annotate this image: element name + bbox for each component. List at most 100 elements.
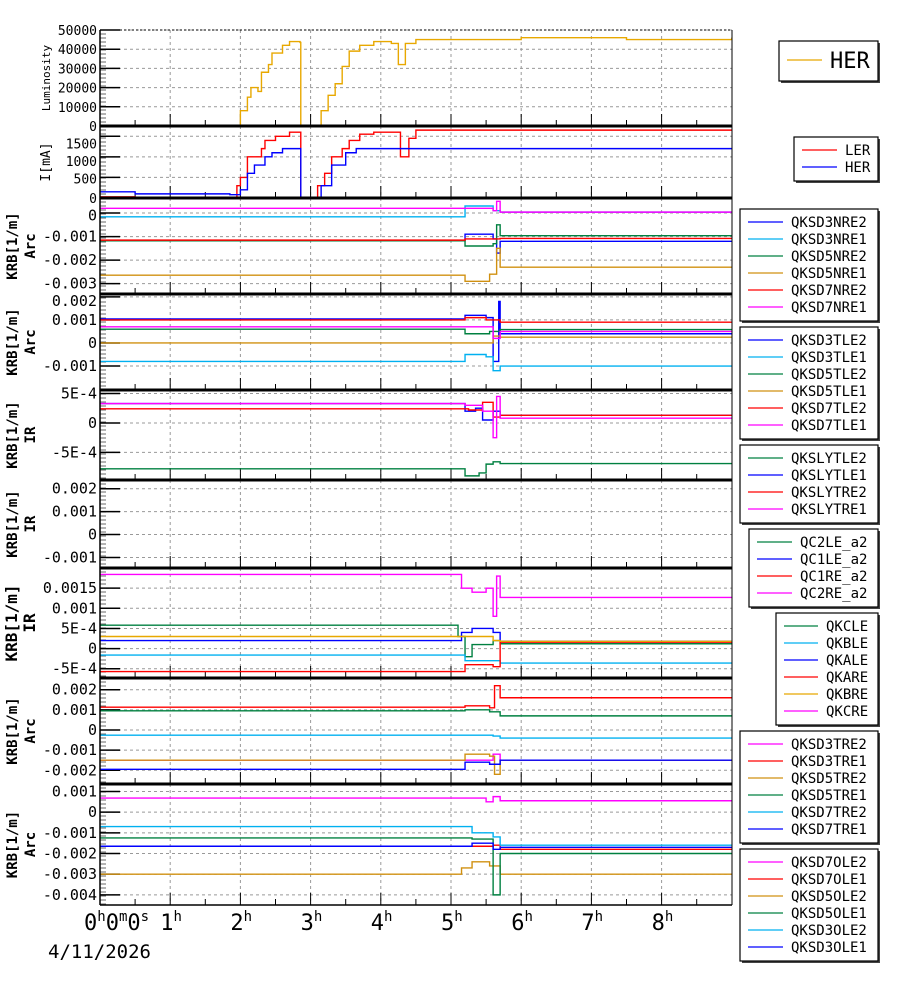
y-axis-label: KRB[1/m] bbox=[5, 308, 21, 375]
series-line-ler bbox=[100, 129, 732, 198]
legend-box bbox=[739, 326, 879, 440]
y-tick-label: 10000 bbox=[58, 101, 97, 116]
series-line-qkslytle2 bbox=[100, 461, 732, 477]
series-line-qksd5tle1 bbox=[100, 335, 732, 344]
x-tick-part: 3 bbox=[301, 911, 314, 936]
series-line-qksd3tre2 bbox=[100, 753, 732, 761]
series-line-qkslytre1 bbox=[100, 395, 732, 439]
legend-label: QC2LE_a2 bbox=[800, 535, 867, 551]
series-line-qkare bbox=[100, 641, 732, 673]
series-line-qksd5tre2 bbox=[100, 753, 732, 776]
x-tick-part: s bbox=[141, 909, 149, 925]
y-tick-label: 0 bbox=[88, 803, 97, 821]
panel-6: 0.002 0.001 0 -0.001 KRB[1/m] IR bbox=[5, 478, 733, 568]
legend-label: QKCRE bbox=[826, 704, 868, 720]
x-tick-part: h bbox=[314, 909, 322, 925]
legend-label: QKSD7NRE2 bbox=[791, 283, 867, 299]
legend-label: QKSD7NRE1 bbox=[791, 300, 867, 316]
y-tick-label: 0.0015 bbox=[43, 579, 97, 597]
y-tick-label: -5E-4 bbox=[52, 443, 97, 461]
legend-label: QKSLYTLE2 bbox=[791, 451, 867, 467]
series-line-qksd7tle1 bbox=[100, 326, 732, 340]
x-tick-label: 5h bbox=[441, 909, 463, 936]
y-axis-label: I[mA] bbox=[39, 142, 54, 181]
legend-label: QKSD3OLE1 bbox=[791, 940, 867, 956]
y-tick-label: -0.001 bbox=[43, 228, 97, 246]
y-tick-label: 5E-4 bbox=[61, 385, 97, 403]
x-tick-part: h bbox=[97, 909, 105, 925]
y-axis-label: KRB[1/m] bbox=[5, 490, 21, 557]
y-tick-label: -0.001 bbox=[43, 824, 97, 842]
y-axis-label: Arc bbox=[23, 832, 39, 857]
y-tick-label: 0 bbox=[88, 526, 97, 544]
series-line-qksd7ole2 bbox=[100, 795, 732, 803]
x-tick-part: h bbox=[384, 909, 392, 925]
series-line-qkale bbox=[100, 627, 732, 643]
legend-label: HER bbox=[830, 49, 870, 74]
x-tick-part: 7 bbox=[581, 911, 594, 936]
legend-label: HER bbox=[845, 160, 871, 176]
legend-label: QKSLYTLE1 bbox=[791, 468, 867, 484]
y-tick-label: 0.001 bbox=[52, 782, 97, 800]
y-tick-label: 0.002 bbox=[52, 292, 97, 310]
legend-label: QKALE bbox=[826, 653, 868, 669]
y-axis-label: KRB[1/m] bbox=[5, 811, 21, 878]
y-tick-label: 0.001 bbox=[52, 599, 97, 617]
x-tick-part: 4 bbox=[371, 911, 384, 936]
legend-label: QKBRE bbox=[826, 687, 868, 703]
panel-2: 0 500 1000 1500 I[mA] bbox=[39, 124, 733, 207]
legend-label: QKSD5TLE2 bbox=[791, 367, 867, 383]
y-tick-label: 0.001 bbox=[52, 503, 97, 521]
y-tick-label: -5E-4 bbox=[52, 660, 97, 678]
y-tick-label: 0.002 bbox=[52, 681, 97, 699]
x-tick-part: 2 bbox=[230, 911, 243, 936]
legend-label: QKSD5TLE1 bbox=[791, 384, 867, 400]
panel-8: 0.002 0.001 0 -0.001 -0.002 KRB[1/m] Arc bbox=[5, 676, 733, 784]
series-line-qksd5tle2 bbox=[100, 328, 732, 335]
legend-label: QKSD7TRE1 bbox=[791, 822, 867, 838]
series-line-qksd5tre1 bbox=[100, 709, 732, 717]
x-tick-part: 0 bbox=[106, 911, 119, 936]
y-tick-label: 0 bbox=[88, 414, 97, 432]
panel-3: 0 -0.001 -0.002 -0.003 KRB[1/m] Arc bbox=[5, 196, 733, 294]
y-tick-label: -0.002 bbox=[43, 251, 97, 269]
y-tick-label: -0.002 bbox=[43, 761, 97, 779]
y-axis-label: Arc bbox=[23, 233, 39, 258]
panel-7: 0.0015 0.001 5E-4 0 -5E-4 KRB[1/m] IR bbox=[2, 566, 733, 678]
x-tick-part: 0 bbox=[127, 911, 140, 936]
series-line-qksd5nre1 bbox=[100, 247, 732, 282]
y-tick-label: 0 bbox=[88, 207, 97, 225]
series-line-her bbox=[100, 36, 732, 126]
legend-box bbox=[739, 848, 879, 962]
legend-label: QKSD5TRE1 bbox=[791, 788, 867, 804]
y-tick-label: 0 bbox=[88, 640, 97, 658]
legend-1: HER bbox=[778, 40, 880, 83]
legend-label: QKSD7TRE2 bbox=[791, 805, 867, 821]
y-tick-label: -0.003 bbox=[43, 865, 97, 883]
legend-label: QKSD7TLE1 bbox=[791, 418, 867, 434]
legend-box bbox=[778, 40, 879, 82]
x-tick-label: 8h bbox=[652, 909, 674, 936]
y-tick-label: -0.002 bbox=[43, 844, 97, 862]
series-line-qksd5ole2 bbox=[100, 861, 732, 875]
legend-label: QKSD7OLE2 bbox=[791, 855, 867, 871]
panel-9: 0.001 0 -0.001 -0.002 -0.003 -0.004 KRB[1/m] Ar… bbox=[5, 782, 733, 905]
x-tick-part: 0 bbox=[84, 911, 97, 936]
legend-label: QKSD3OLE2 bbox=[791, 923, 867, 939]
legend-8: QKSD3TRE2QKSD3TRE1QKSD5TRE2QKSD5TRE1QKSD… bbox=[739, 730, 880, 845]
y-axis-label: KRB[1/m] bbox=[2, 584, 21, 661]
series-line-her bbox=[100, 147, 732, 198]
legend-label: QKSD5TRE2 bbox=[791, 771, 867, 787]
x-tick-label: 7h bbox=[581, 909, 603, 936]
x-tick-label: 4h bbox=[371, 909, 393, 936]
y-tick-label: 50000 bbox=[58, 24, 97, 39]
y-tick-label: 1500 bbox=[66, 138, 97, 153]
y-axis-label: IR bbox=[23, 426, 39, 443]
x-tick-label: 2h bbox=[230, 909, 252, 936]
panel-1: 0 10000 20000 30000 40000 50000 Luminosity bbox=[40, 24, 733, 135]
y-axis-label: KRB[1/m] bbox=[5, 697, 21, 764]
